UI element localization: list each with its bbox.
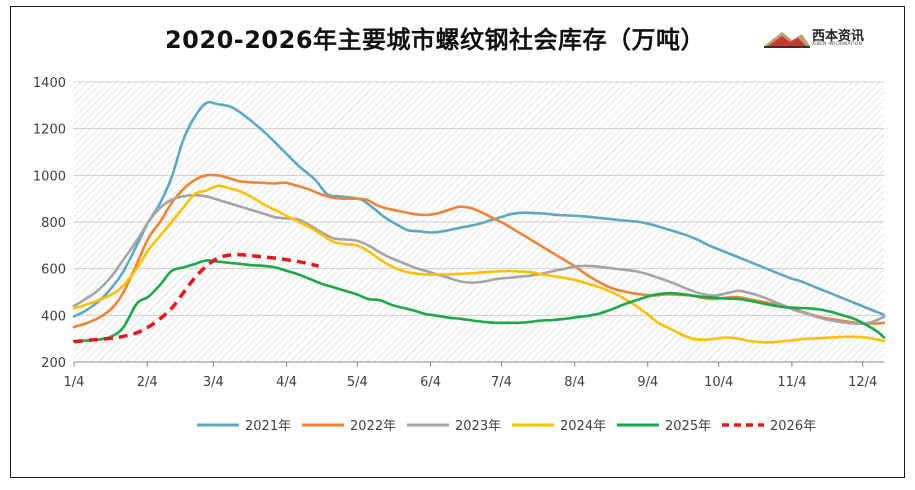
xiben-logo-icon	[764, 32, 810, 48]
y-tick-label: 1000	[33, 169, 66, 184]
logo-tagline: XIBEN INFORMATION	[812, 42, 863, 47]
x-tick-label: 7/4	[491, 375, 512, 390]
series-line-2022年	[72, 173, 886, 329]
legend-label: 2025年	[665, 419, 711, 434]
legend-label: 2022年	[350, 419, 396, 434]
series-line-2023年	[72, 193, 886, 326]
x-tick-label: 4/4	[276, 375, 297, 390]
x-tick-label: 8/4	[564, 375, 585, 390]
series-line-2026年	[73, 252, 320, 344]
x-tick-label: 2/4	[137, 375, 158, 390]
y-tick-label: 800	[41, 216, 66, 231]
x-tick-label: 9/4	[637, 375, 658, 390]
y-tick-label: 1400	[33, 76, 66, 91]
y-tick-label: 200	[41, 356, 66, 371]
logo-name: 西本资讯	[812, 29, 865, 44]
legend-label: 2024年	[560, 419, 606, 434]
x-tick-label: 11/4	[777, 375, 806, 390]
legend-label: 2021年	[245, 419, 291, 434]
x-tick-label: 12/4	[848, 375, 877, 390]
legend-label: 2023年	[455, 419, 501, 434]
x-tick-label: 5/4	[347, 375, 368, 390]
legend-label: 2026年	[770, 419, 816, 434]
y-tick-label: 400	[41, 309, 66, 324]
series-line-2024年	[72, 184, 886, 344]
y-tick-label: 600	[41, 263, 66, 278]
x-tick-label: 6/4	[420, 375, 441, 390]
y-tick-label: 1200	[33, 123, 66, 138]
x-tick-label: 10/4	[704, 375, 733, 390]
x-tick-label: 1/4	[64, 375, 85, 390]
series-line-2021年	[72, 100, 886, 318]
chart-title: 2020-2026年主要城市螺纹钢社会库存（万吨）	[164, 26, 706, 54]
x-tick-label: 3/4	[203, 375, 224, 390]
